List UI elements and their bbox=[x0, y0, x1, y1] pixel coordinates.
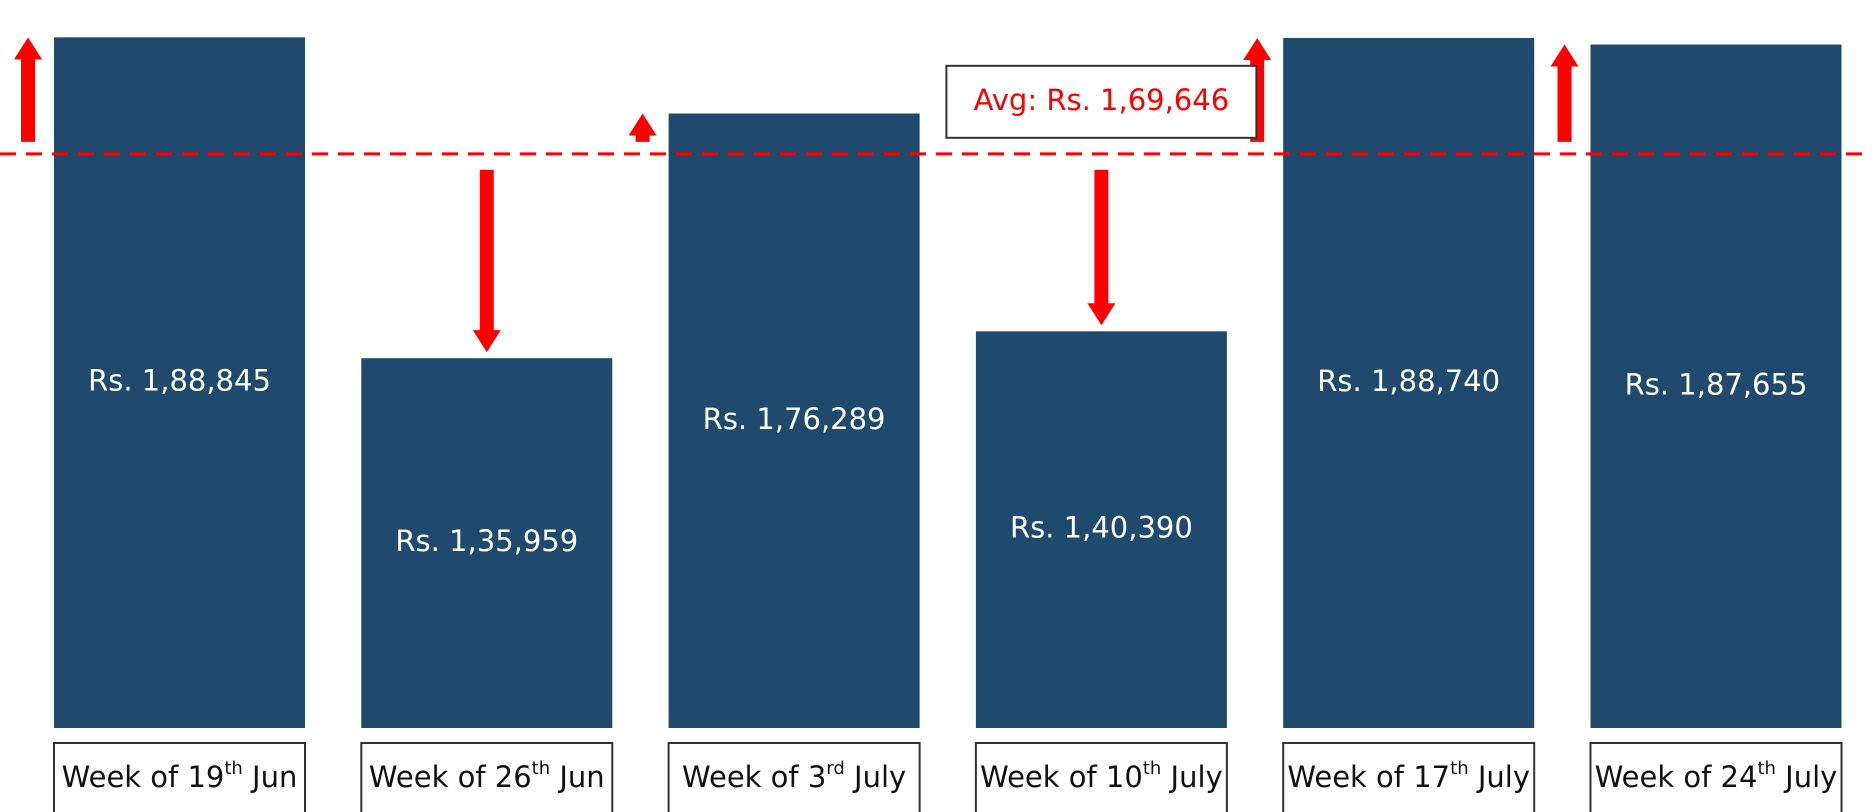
x-tick-label: Week of 17th July bbox=[1287, 758, 1530, 795]
arrow bbox=[1550, 44, 1579, 142]
x-tick-label: Week of 19th Jun bbox=[62, 758, 298, 795]
value-label: Rs. 1,76,289 bbox=[703, 402, 886, 436]
x-tick-label: Week of 3rd July bbox=[682, 758, 906, 795]
category-box bbox=[974, 742, 1228, 812]
arrow bbox=[1087, 169, 1116, 326]
average-box bbox=[945, 64, 1258, 139]
arrow bbox=[14, 37, 42, 142]
x-tick-label: Week of 10th July bbox=[980, 758, 1223, 795]
bar bbox=[975, 331, 1227, 728]
x-tick-label: Week of 26th Jun bbox=[369, 758, 605, 795]
arrow bbox=[472, 169, 501, 353]
category-box bbox=[53, 742, 306, 812]
value-label: Rs. 1,40,390 bbox=[1010, 511, 1193, 545]
arrow bbox=[628, 113, 657, 142]
category-box bbox=[1589, 742, 1843, 812]
bar bbox=[1590, 44, 1842, 728]
value-label: Rs. 1,35,959 bbox=[395, 524, 578, 558]
bar bbox=[361, 358, 613, 728]
category-box bbox=[360, 742, 614, 812]
bar bbox=[668, 113, 920, 728]
x-tick-label: Week of 24th July bbox=[1595, 758, 1838, 795]
value-label: Rs. 1,88,740 bbox=[1317, 364, 1500, 398]
category-box bbox=[1282, 742, 1536, 812]
average-label: Avg: Rs. 1,69,646 bbox=[974, 83, 1230, 117]
category-box bbox=[667, 742, 921, 812]
value-label: Rs. 1,87,655 bbox=[1625, 367, 1808, 401]
value-label: Rs. 1,88,845 bbox=[88, 364, 271, 398]
